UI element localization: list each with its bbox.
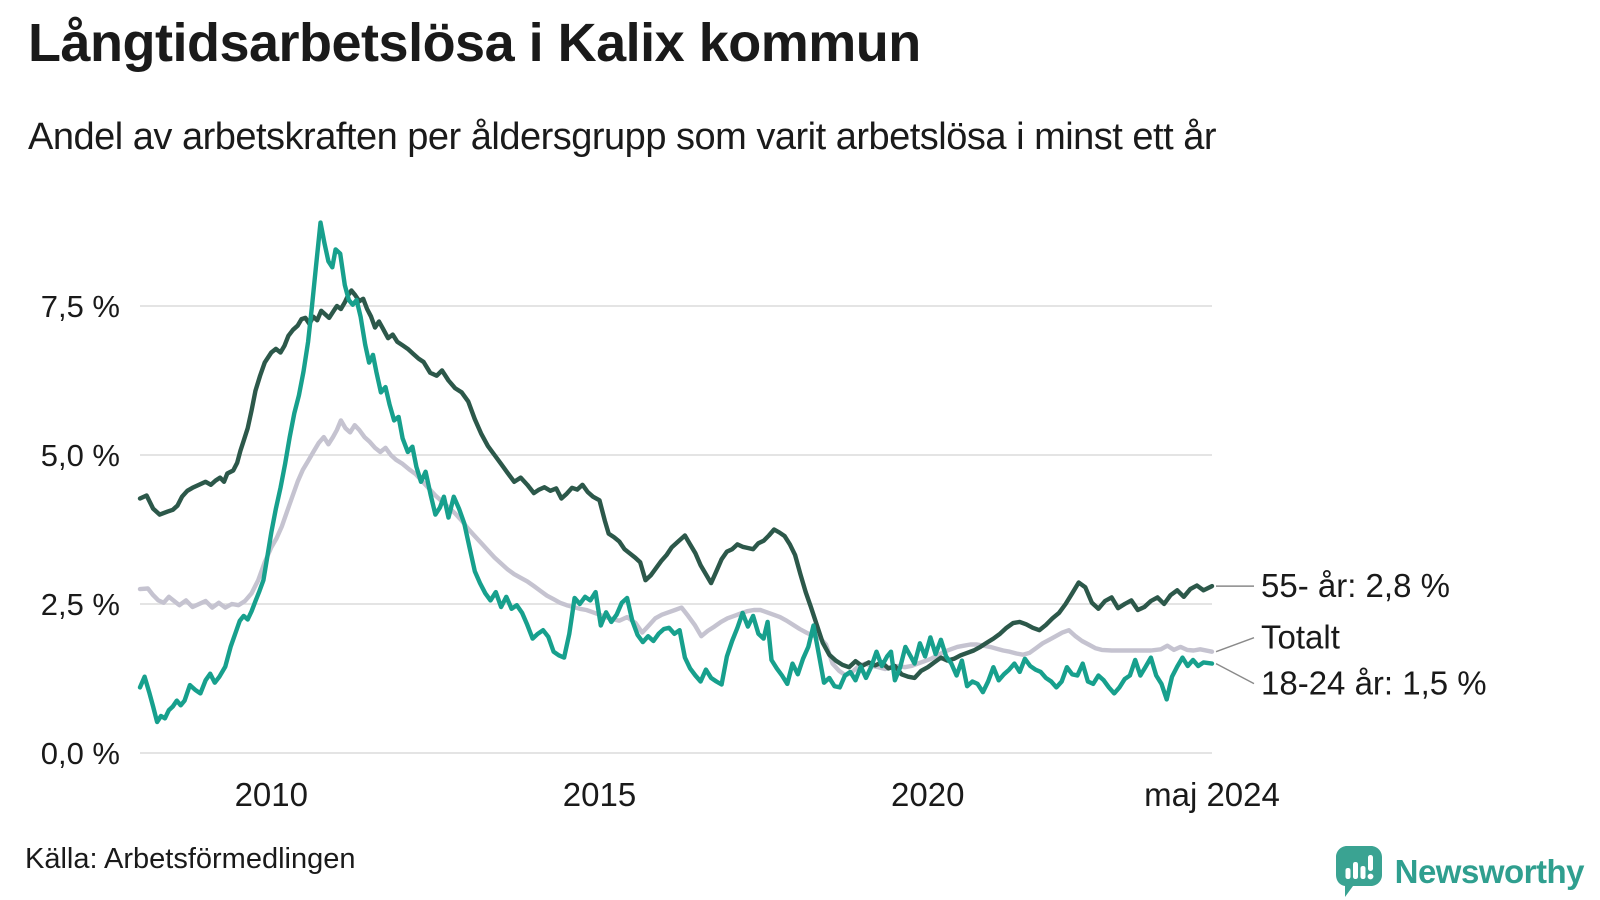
series-label-18-24-r: 18-24 år: 1,5 % [1261,665,1487,702]
y-tick-label: 0,0 % [41,736,120,771]
x-tick-label: 2015 [563,776,636,813]
speech-bubble-bar-chart-icon [1335,846,1382,897]
x-tick-label: 2020 [891,776,964,813]
brand-name: Newsworthy [1394,853,1585,890]
series-lines [137,220,1215,725]
brand-logo: Newsworthy [1335,845,1585,899]
y-tick-label: 2,5 % [41,587,120,622]
label-leader-line [1215,662,1255,685]
axis-labels: 0,0 % 2,5 % 5,0 % 7,5 % 2010 2015 2020 maj 2024 [41,289,1280,813]
series-line-totalt [137,418,1215,678]
x-tick-label: maj 2024 [1144,776,1280,813]
y-tick-label: 5,0 % [41,438,120,473]
line-chart: 0,0 % 2,5 % 5,0 % 7,5 % 2010 2015 2020 maj 2024… [41,220,1487,813]
source-label: Källa: Arbetsförmedlingen [25,843,356,875]
series-line-55-r [137,288,1215,681]
series-line-18-24-r [137,220,1215,725]
y-tick-label: 7,5 % [41,289,120,324]
label-leader-line [1215,637,1255,653]
page-title: Långtidsarbetslösa i Kalix kommun [28,13,921,73]
gridlines [140,305,1212,754]
series-end-labels: Totalt 55- år: 2,8 % 18-24 år: 1,5 % [1215,567,1487,702]
chart-subtitle: Andel av arbetskraften per åldersgrupp s… [28,116,1217,158]
series-label-totalt: Totalt [1261,619,1340,656]
x-tick-label: 2010 [235,776,308,813]
series-label-55-r: 55- år: 2,8 % [1261,567,1450,604]
